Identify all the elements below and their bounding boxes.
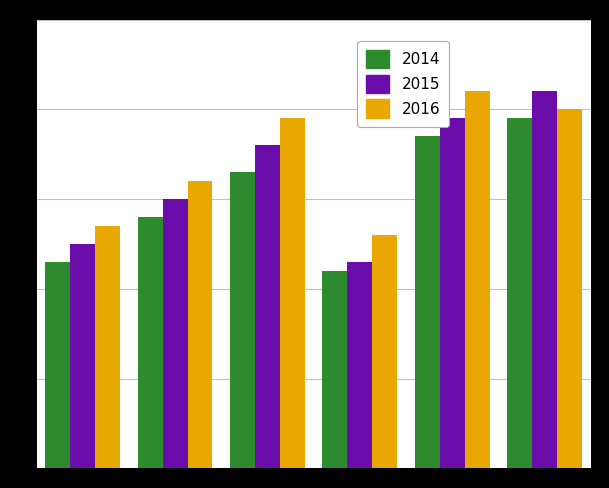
Bar: [532, 91, 557, 468]
Bar: [322, 271, 347, 468]
Bar: [45, 262, 70, 468]
Bar: [230, 172, 255, 468]
Bar: [138, 217, 163, 468]
Bar: [255, 145, 280, 468]
Bar: [280, 118, 305, 468]
Bar: [95, 226, 120, 468]
Bar: [557, 109, 582, 468]
Bar: [188, 181, 213, 468]
Bar: [163, 199, 188, 468]
Bar: [372, 235, 397, 468]
Bar: [415, 136, 440, 468]
Legend: 2014, 2015, 2016: 2014, 2015, 2016: [357, 41, 449, 127]
Bar: [347, 262, 372, 468]
Bar: [507, 118, 532, 468]
Bar: [70, 244, 95, 468]
Bar: [440, 118, 465, 468]
Bar: [465, 91, 490, 468]
